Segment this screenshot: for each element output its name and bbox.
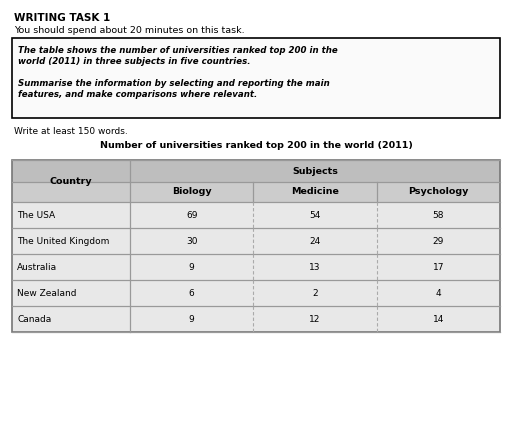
Text: Number of universities ranked top 200 in the world (2011): Number of universities ranked top 200 in… — [99, 141, 413, 150]
Bar — [12, 280, 500, 306]
Text: 29: 29 — [433, 237, 444, 246]
Text: WRITING TASK 1: WRITING TASK 1 — [14, 13, 110, 23]
Bar — [12, 202, 500, 228]
Text: Canada: Canada — [17, 314, 51, 324]
Text: 58: 58 — [433, 210, 444, 219]
Text: 14: 14 — [433, 314, 444, 324]
Text: Summarise the information by selecting and reporting the main: Summarise the information by selecting a… — [18, 79, 330, 88]
Text: 54: 54 — [309, 210, 321, 219]
Text: world (2011) in three subjects in five countries.: world (2011) in three subjects in five c… — [18, 57, 250, 66]
Bar — [12, 38, 500, 118]
Text: 4: 4 — [436, 289, 441, 297]
Bar — [12, 306, 500, 332]
Bar — [12, 182, 500, 202]
Text: Subjects: Subjects — [292, 166, 338, 175]
Text: Psychology: Psychology — [408, 187, 468, 197]
Text: The United Kingdom: The United Kingdom — [17, 237, 110, 246]
Text: The table shows the number of universities ranked top 200 in the: The table shows the number of universiti… — [18, 46, 338, 55]
Bar — [12, 228, 500, 254]
Text: Country: Country — [50, 177, 92, 186]
Text: 9: 9 — [189, 262, 195, 271]
Bar — [12, 254, 500, 280]
Text: 6: 6 — [189, 289, 195, 297]
Text: Medicine: Medicine — [291, 187, 339, 197]
Text: features, and make comparisons where relevant.: features, and make comparisons where rel… — [18, 90, 257, 99]
Text: Biology: Biology — [172, 187, 211, 197]
Text: 9: 9 — [189, 314, 195, 324]
Bar — [130, 160, 500, 182]
Text: New Zealand: New Zealand — [17, 289, 76, 297]
Text: 30: 30 — [186, 237, 198, 246]
Text: 2: 2 — [312, 289, 318, 297]
Text: The USA: The USA — [17, 210, 55, 219]
Text: 17: 17 — [433, 262, 444, 271]
Text: 69: 69 — [186, 210, 198, 219]
Bar — [12, 160, 130, 182]
Text: Australia: Australia — [17, 262, 57, 271]
Text: You should spend about 20 minutes on this task.: You should spend about 20 minutes on thi… — [14, 26, 245, 35]
Text: 13: 13 — [309, 262, 321, 271]
Text: Write at least 150 words.: Write at least 150 words. — [14, 127, 128, 136]
Bar — [12, 160, 500, 332]
Text: 12: 12 — [309, 314, 321, 324]
Text: 24: 24 — [309, 237, 321, 246]
